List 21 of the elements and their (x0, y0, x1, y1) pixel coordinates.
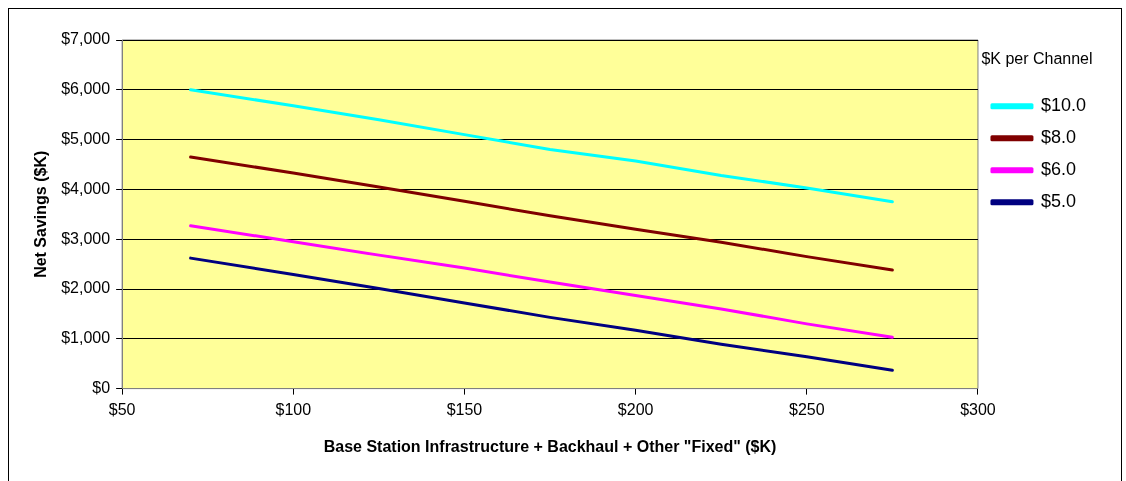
y-tick-label: $7,000 (61, 30, 111, 48)
x-tick-label: $200 (617, 400, 654, 418)
y-tick-label: $6,000 (61, 80, 111, 98)
legend-label: $8.0 (1040, 127, 1076, 148)
legend-label: $5.0 (1040, 191, 1076, 212)
y-tick-label: $0 (92, 379, 111, 397)
y-tick-label: $1,000 (61, 329, 111, 347)
x-tick-label: $250 (789, 400, 825, 418)
x-tick-label: $50 (108, 400, 136, 418)
y-tick-label: $4,000 (61, 179, 111, 197)
legend-title: $K per Channel (981, 50, 1093, 68)
legend-label: $6.0 (1040, 159, 1076, 180)
y-tick-label: $3,000 (61, 229, 111, 247)
x-tick-label: $100 (275, 400, 312, 418)
legend-label: $10.0 (1040, 95, 1086, 116)
y-tick-label: $5,000 (61, 130, 111, 148)
y-tick-label: $2,000 (61, 279, 111, 297)
y-axis-title: Net Savings ($K) (32, 150, 50, 278)
x-axis-title: Base Station Infrastructure + Backhaul + Other "Fixed" ($K) (323, 437, 777, 455)
x-tick-label: $300 (960, 400, 996, 418)
x-tick-label: $150 (446, 400, 483, 418)
